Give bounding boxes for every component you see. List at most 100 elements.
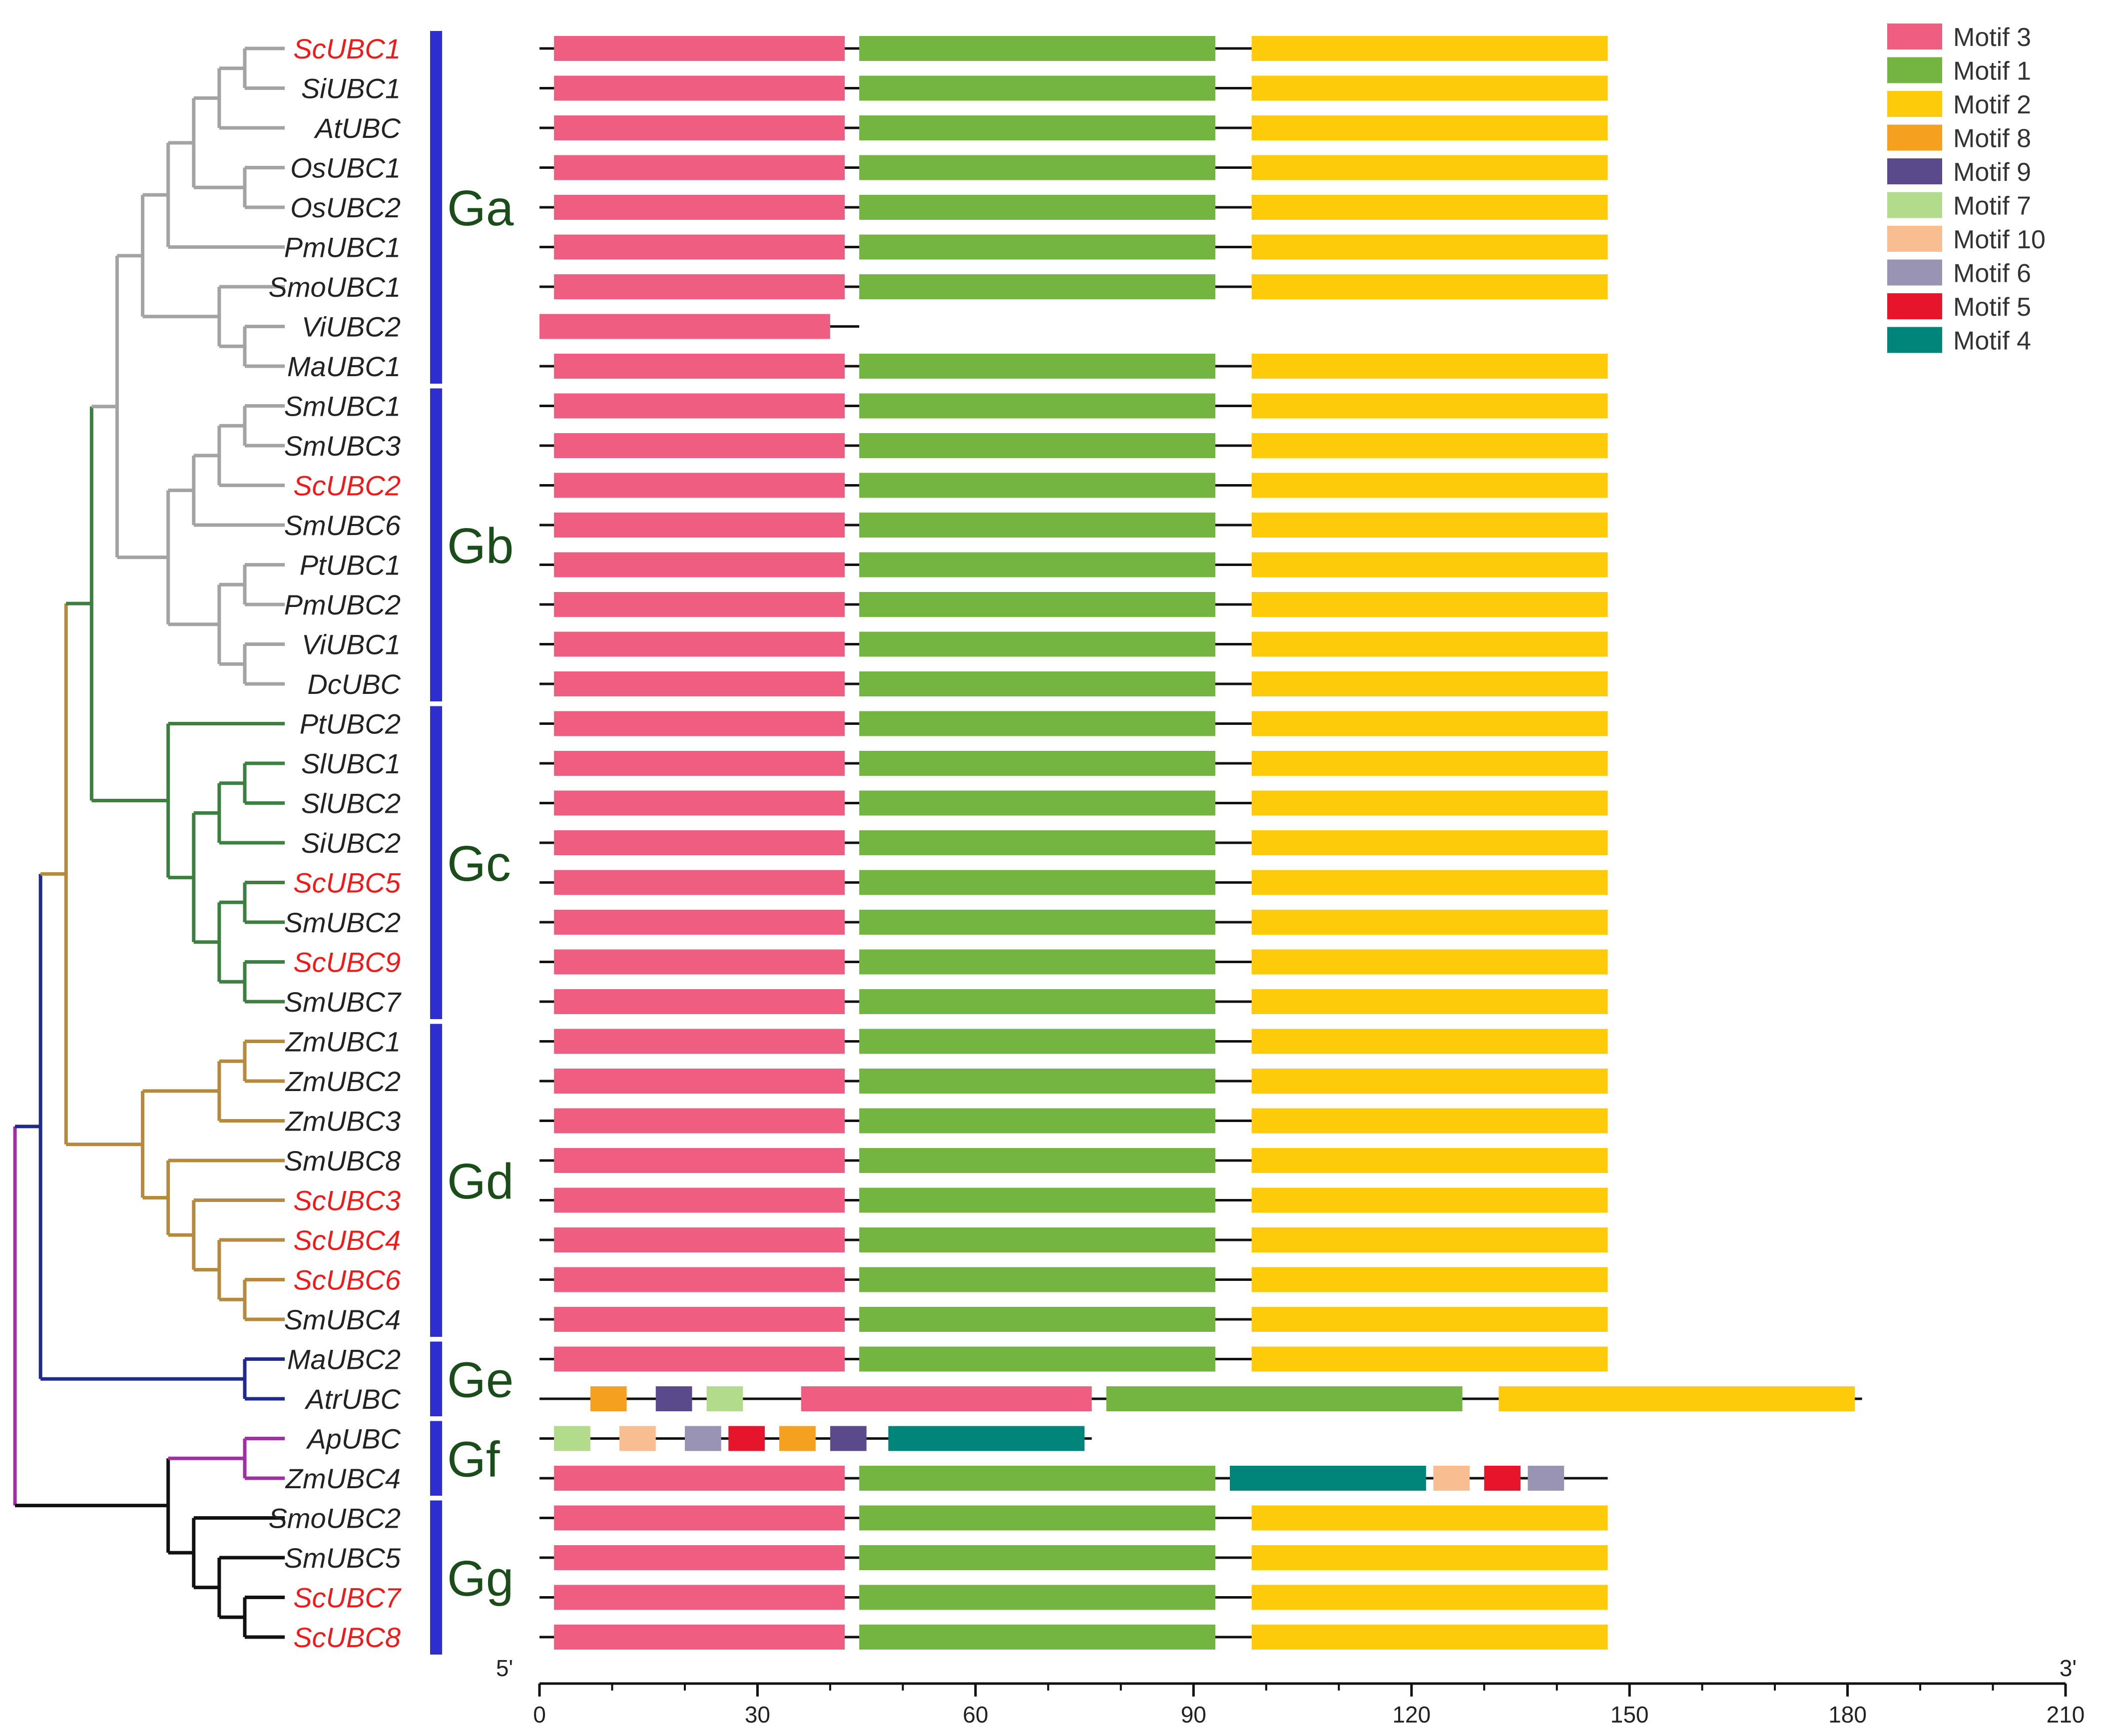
motif-1-box (859, 830, 1215, 855)
motif-1-box (859, 75, 1215, 101)
motif-3-box (554, 155, 845, 180)
motif-2-box (1251, 631, 1608, 657)
motif-2-box (1251, 1227, 1608, 1252)
motif-row-osubc1 (539, 155, 1608, 180)
group-bar-ge (430, 1341, 442, 1416)
motif-3-box (554, 195, 845, 220)
motif-1-box (859, 155, 1215, 180)
motif-1-box (859, 790, 1215, 816)
gene-label-scubc3: ScUBC3 (293, 1185, 401, 1216)
motif-row-zmubc3 (539, 1108, 1608, 1134)
legend-label-motif-7: Motif 7 (1953, 192, 2031, 221)
motif-row-scubc7 (539, 1585, 1608, 1610)
motif-2-box (1251, 513, 1608, 538)
legend-swatch-motif-8 (1887, 124, 1942, 151)
motif-2-box (1251, 1307, 1608, 1332)
motif-row-scubc3 (539, 1187, 1608, 1213)
gene-label-atrubc: AtrUBC (304, 1383, 401, 1415)
motif-2-box (1251, 1625, 1608, 1650)
gene-label-ptubc1: PtUBC1 (300, 550, 401, 581)
motif-2-box (1251, 1585, 1608, 1610)
gene-label-pmubc2: PmUBC2 (284, 589, 401, 620)
group-bar-gf (430, 1421, 442, 1496)
motif-2-box (1251, 1069, 1608, 1094)
motif-3-box (554, 790, 845, 816)
motif-2-box (1251, 393, 1608, 419)
gene-label-viubc2: ViUBC2 (302, 311, 401, 343)
motif-row-osubc2 (539, 195, 1608, 220)
gene-label-osubc1: OsUBC1 (290, 152, 401, 184)
motif-2-box (1251, 36, 1608, 61)
gene-label-scubc7: ScUBC7 (293, 1582, 402, 1614)
gene-label-zmubc2: ZmUBC2 (285, 1066, 401, 1097)
axis-tick-label: 120 (1392, 1702, 1431, 1728)
motif-1-box (859, 989, 1215, 1014)
legend-swatch-motif-6 (1887, 259, 1942, 286)
gene-label-zmubc1: ZmUBC1 (285, 1026, 401, 1058)
motif-3-box (554, 989, 845, 1014)
legend-label-motif-4: Motif 4 (1953, 327, 2031, 356)
motif-1-box (859, 631, 1215, 657)
motif-row-scubc5 (539, 870, 1608, 895)
motif-2-box (1251, 910, 1608, 935)
motif-row-smubc3 (539, 433, 1608, 458)
gene-label-zmubc3: ZmUBC3 (285, 1106, 401, 1137)
group-bar-gd (430, 1024, 442, 1337)
motif-2-box (1251, 552, 1608, 578)
gene-label-scubc2: ScUBC2 (293, 470, 401, 502)
motif-2-box (1251, 671, 1608, 696)
motif-1-box (859, 1625, 1215, 1650)
motif-2-box (1251, 1187, 1608, 1213)
group-label-gd: Gd (447, 1154, 514, 1209)
axis-tick-label: 30 (745, 1702, 770, 1728)
axis-tick-label: 60 (963, 1702, 988, 1728)
motif-4-box (888, 1426, 1085, 1451)
motif-3-box (554, 671, 845, 696)
motif-3-box (554, 1267, 845, 1292)
legend-label-motif-1: Motif 1 (1953, 57, 2031, 86)
motif-3-box (554, 1545, 845, 1570)
gene-label-scubc5: ScUBC5 (293, 867, 401, 899)
group-bar-gg (430, 1500, 442, 1655)
motif-1-box (859, 1307, 1215, 1332)
axis-tick-label: 0 (533, 1702, 546, 1728)
gene-label-smoubc2: SmoUBC2 (268, 1503, 401, 1534)
motif-3-box (554, 949, 845, 975)
motif-3-box (554, 870, 845, 895)
group-label-ge: Ge (447, 1352, 514, 1408)
motif-2-box (1251, 592, 1608, 617)
motif-3-box (554, 473, 845, 498)
motif-3-box (554, 1505, 845, 1531)
motif-3-box (554, 36, 845, 61)
motif-2-box (1251, 949, 1608, 975)
motif-2-box (1251, 234, 1608, 260)
gene-label-apubc: ApUBC (306, 1423, 401, 1455)
axis-three-prime-label: 3' (2060, 1655, 2077, 1681)
motif-legend: Motif 3 Motif 1 Motif 2 Motif 8 Motif 9 Motif… (1887, 23, 2046, 356)
gene-label-atubc: AtUBC (314, 112, 401, 144)
motif-row-smubc2 (539, 910, 1608, 935)
motif-row-pmubc2 (539, 592, 1608, 617)
motif-4-box (1230, 1466, 1426, 1491)
motif-row-atrubc (539, 1386, 1862, 1411)
gene-label-maubc2: MaUBC2 (287, 1344, 401, 1375)
motif-row-maubc2 (539, 1346, 1608, 1372)
motif-2-box (1251, 1505, 1608, 1531)
motif-10-box (619, 1426, 656, 1451)
motif-3-box (554, 751, 845, 776)
motif-row-smubc1 (539, 393, 1608, 419)
motif-row-scubc2 (539, 473, 1608, 498)
motif-1-box (859, 711, 1215, 736)
motif-row-scubc4 (539, 1227, 1608, 1252)
legend-label-motif-3: Motif 3 (1953, 23, 2031, 52)
motif-2-box (1251, 115, 1608, 140)
motif-3-box (554, 354, 845, 379)
motif-2-box (1251, 1346, 1608, 1372)
motif-3-box (554, 393, 845, 419)
legend-label-motif-10: Motif 10 (1953, 225, 2046, 254)
motif-3-box (554, 1346, 845, 1372)
motif-3-box (554, 1148, 845, 1173)
gene-label-scubc4: ScUBC4 (293, 1224, 401, 1256)
motif-row-slubc2 (539, 790, 1608, 816)
axis-tick-label: 210 (2047, 1702, 2085, 1728)
